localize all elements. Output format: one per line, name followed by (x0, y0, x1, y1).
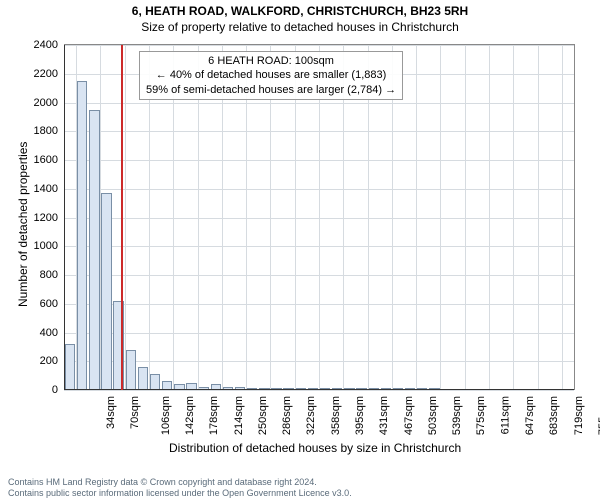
x-tick-label: 719sqm (573, 396, 585, 435)
x-tick-label: 34sqm (105, 396, 117, 429)
y-tick-label: 200 (40, 355, 58, 367)
x-tick-label: 575sqm (476, 396, 488, 435)
gridline-vertical (513, 45, 514, 390)
histogram-bar (89, 110, 99, 390)
annotation-box: 6 HEATH ROAD: 100sqm← 40% of detached ho… (139, 51, 403, 100)
chart-container: 6, HEATH ROAD, WALKFORD, CHRISTCHURCH, B… (0, 4, 600, 504)
x-tick-label: 647sqm (524, 396, 536, 435)
x-tick-label: 683sqm (548, 396, 560, 435)
x-tick-label: 106sqm (160, 396, 172, 435)
footer-line1: Contains HM Land Registry data © Crown c… (8, 477, 352, 489)
y-axis-line (64, 45, 65, 390)
gridline-horizontal (64, 390, 574, 391)
x-tick-label: 70sqm (129, 396, 141, 429)
gridline-vertical (489, 45, 490, 390)
y-tick-label: 1600 (34, 154, 58, 166)
gridline-vertical (125, 45, 126, 390)
gridline-vertical (465, 45, 466, 390)
histogram-bar (138, 367, 148, 390)
x-axis-label: Distribution of detached houses by size … (169, 441, 461, 455)
x-tick-label: 358sqm (330, 396, 342, 435)
annotation-line2: ← 40% of detached houses are smaller (1,… (146, 68, 396, 82)
histogram-bar (77, 81, 87, 390)
histogram-bar (150, 374, 160, 390)
y-axis-label: Number of detached properties (16, 141, 30, 306)
footer-line2: Contains public sector information licen… (8, 488, 352, 500)
y-tick-label: 1800 (34, 125, 58, 137)
gridline-vertical (440, 45, 441, 390)
annotation-line1: 6 HEATH ROAD: 100sqm (146, 54, 396, 68)
title-address: 6, HEATH ROAD, WALKFORD, CHRISTCHURCH, B… (0, 4, 600, 18)
gridline-vertical (562, 45, 563, 390)
histogram-bar (126, 350, 136, 390)
gridline-vertical (538, 45, 539, 390)
x-tick-label: 286sqm (281, 396, 293, 435)
y-tick-label: 2400 (34, 39, 58, 51)
histogram-bar (101, 193, 111, 390)
y-tick-label: 1000 (34, 240, 58, 252)
plot-area: 0200400600800100012001400160018002000220… (64, 44, 575, 390)
y-tick-label: 600 (40, 298, 58, 310)
x-tick-label: 142sqm (184, 396, 196, 435)
x-tick-label: 611sqm (499, 396, 511, 434)
y-tick-label: 0 (52, 384, 58, 396)
x-tick-label: 431sqm (378, 396, 390, 435)
x-tick-label: 503sqm (427, 396, 439, 435)
x-tick-label: 250sqm (257, 396, 269, 435)
gridline-vertical (76, 45, 77, 390)
x-tick-label: 539sqm (451, 396, 463, 435)
gridline-vertical (100, 45, 101, 390)
annotation-line3: 59% of semi-detached houses are larger (… (146, 83, 396, 97)
y-tick-label: 800 (40, 269, 58, 281)
y-tick-label: 2000 (34, 97, 58, 109)
gridline-vertical (416, 45, 417, 390)
y-tick-label: 2200 (34, 68, 58, 80)
histogram-bar (65, 344, 75, 390)
y-tick-label: 1400 (34, 183, 58, 195)
y-tick-label: 1200 (34, 212, 58, 224)
x-tick-label: 467sqm (403, 396, 415, 435)
property-marker-line (121, 45, 123, 390)
title-subtitle: Size of property relative to detached ho… (0, 20, 600, 34)
y-tick-label: 400 (40, 327, 58, 339)
footer-attribution: Contains HM Land Registry data © Crown c… (8, 477, 352, 500)
x-tick-label: 214sqm (233, 396, 245, 435)
x-axis-line (64, 389, 574, 390)
x-tick-label: 322sqm (306, 396, 318, 435)
x-tick-label: 395sqm (354, 396, 366, 435)
x-tick-label: 178sqm (208, 396, 220, 435)
